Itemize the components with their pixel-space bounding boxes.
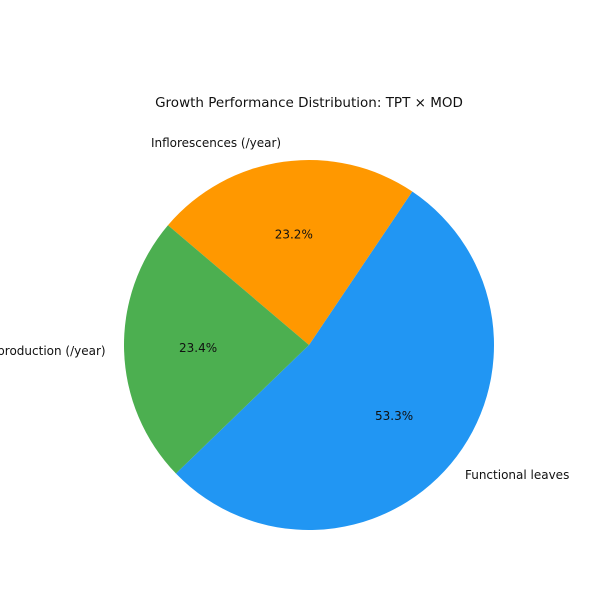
slice-percent: 53.3%: [375, 409, 413, 423]
pie-slice: [123, 225, 309, 474]
slice-label: Functional leaves: [465, 468, 569, 482]
slice-percent: 23.4%: [179, 341, 217, 355]
slice-percent: 23.2%: [275, 228, 313, 242]
pie-slice: [175, 191, 494, 530]
slice-label: Inflorescences (/year): [151, 136, 281, 150]
slice-label: production (/year): [0, 344, 106, 358]
pie-slice: [167, 160, 413, 345]
chart-title: Growth Performance Distribution: TPT × M…: [155, 95, 463, 111]
